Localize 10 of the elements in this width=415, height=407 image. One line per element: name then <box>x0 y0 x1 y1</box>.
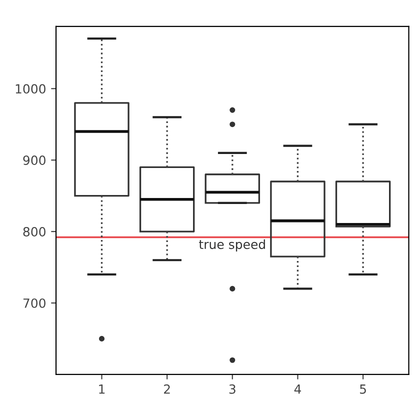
x-tick-label: 3 <box>229 384 236 394</box>
x-tick-label: 1 <box>99 384 105 394</box>
ref-line-label: true speed <box>199 239 265 252</box>
x-tick-label: 5 <box>360 384 366 394</box>
y-tick-label: 700 <box>23 298 46 308</box>
x-tick-label: 2 <box>164 384 170 394</box>
y-tick-label: 900 <box>23 156 46 165</box>
y-tick-label: 1000 <box>16 84 46 94</box>
x-tick-label: 4 <box>294 384 301 394</box>
y-tick-label: 800 <box>23 227 46 236</box>
